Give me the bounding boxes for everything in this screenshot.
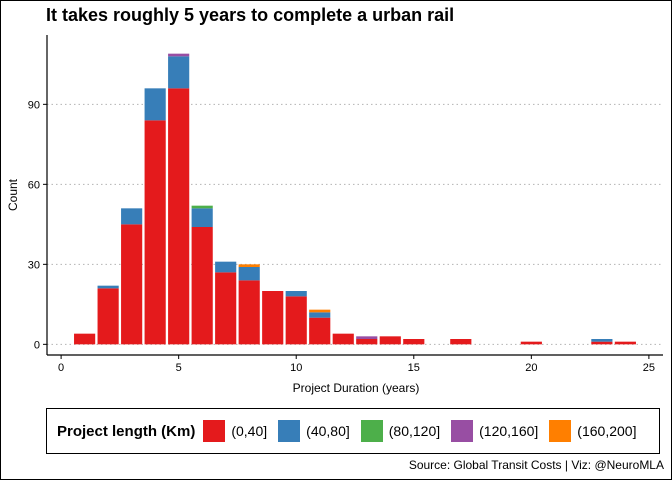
- legend-swatch: [203, 420, 226, 442]
- bar-12-series-0: [332, 333, 354, 345]
- legend-label: (80,120]: [388, 423, 441, 439]
- legend-title: Project length (Km): [57, 422, 196, 440]
- caption: Source: Global Transit Costs | Viz: @Neu…: [408, 458, 664, 472]
- bar-11-series-1: [309, 312, 331, 318]
- bar-8-series-0: [238, 280, 260, 345]
- bar-7-series-1: [215, 261, 237, 273]
- bar-8-series-1: [238, 267, 260, 281]
- bar-10-series-0: [285, 296, 307, 345]
- legend-item: (80,120]: [360, 420, 441, 442]
- bar-10-series-1: [285, 291, 307, 297]
- bar-20-series-0: [520, 341, 542, 345]
- bar-11-series-4: [309, 309, 331, 313]
- bar-2-series-1: [97, 285, 119, 289]
- legend-label: (120,160]: [479, 423, 539, 439]
- x-tick-label: 20: [525, 362, 537, 374]
- legend-swatch: [360, 420, 383, 442]
- y-axis-label: Count: [6, 178, 20, 211]
- bar-8-series-4: [238, 264, 260, 267]
- bar-1-series-0: [74, 333, 96, 345]
- y-tick-label: 0: [34, 339, 40, 351]
- x-tick-label: 10: [290, 362, 302, 374]
- bar-6-series-2: [191, 205, 213, 209]
- bar-24-series-0: [614, 341, 636, 345]
- legend-swatch: [278, 420, 301, 442]
- x-tick-label: 15: [408, 362, 420, 374]
- bar-2-series-0: [97, 288, 119, 345]
- x-tick-label: 5: [176, 362, 182, 374]
- bar-6-series-1: [191, 208, 213, 227]
- x-axis-label: Project Duration (years): [293, 381, 420, 395]
- bar-4-series-0: [144, 120, 166, 345]
- bar-17-series-0: [450, 339, 472, 345]
- bar-4-series-1: [144, 88, 166, 121]
- legend: Project length (Km) (0,40] (40,80] (80,120…: [46, 408, 660, 454]
- bar-11-series-0: [309, 317, 331, 345]
- legend-item: (120,160]: [451, 420, 538, 442]
- y-tick-label: 30: [28, 259, 40, 271]
- bar-3-series-1: [121, 208, 143, 225]
- bar-23-series-0: [591, 341, 613, 345]
- bar-3-series-0: [121, 224, 143, 345]
- legend-label: (160,200]: [577, 423, 637, 439]
- bar-5-series-0: [168, 88, 190, 345]
- bar-23-series-1: [591, 339, 613, 342]
- legend-item: (160,200]: [549, 420, 636, 442]
- legend-swatch: [451, 420, 474, 442]
- bar-13-series-0: [356, 339, 378, 345]
- y-tick-label: 60: [28, 179, 40, 191]
- bar-15-series-0: [403, 339, 425, 345]
- bar-9-series-0: [262, 291, 284, 345]
- legend-label: (0,40]: [231, 423, 268, 439]
- chart-title: It takes roughly 5 years to complete a u…: [46, 5, 455, 25]
- bar-5-series-3: [168, 53, 190, 57]
- bar-5-series-1: [168, 56, 190, 89]
- bar-7-series-0: [215, 272, 237, 345]
- x-tick-label: 0: [58, 362, 64, 374]
- bar-6-series-0: [191, 227, 213, 345]
- chart-plot: 0 30 60 90 0 5 10 15 20 25 Project Duration (year…: [6, 35, 663, 395]
- y-tick-label: 90: [28, 99, 40, 111]
- legend-swatch: [549, 420, 572, 442]
- x-tick-label: 25: [643, 362, 655, 374]
- legend-item: (0,40]: [203, 420, 267, 442]
- legend-item: (40,80]: [278, 420, 350, 442]
- bar-14-series-0: [379, 336, 401, 345]
- legend-label: (40,80]: [306, 423, 350, 439]
- bar-13-series-3: [356, 336, 378, 339]
